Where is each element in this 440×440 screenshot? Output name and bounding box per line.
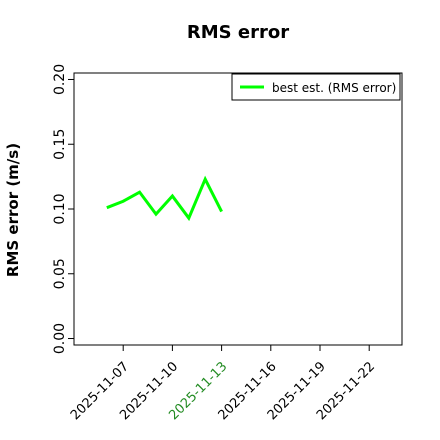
- y-tick-label: 0.05: [52, 258, 68, 289]
- legend-label: best est. (RMS error): [272, 81, 396, 95]
- y-tick-label: 0.10: [52, 193, 68, 224]
- y-tick-label: 0.15: [52, 129, 68, 160]
- line-series: [106, 175, 223, 222]
- y-tick-label: 0.20: [52, 64, 68, 95]
- chart-title: RMS error: [187, 22, 289, 43]
- y-axis-label: RMS error (m/s): [4, 143, 22, 277]
- plot-frame: [73, 72, 403, 346]
- y-tick-label: 0.00: [52, 323, 68, 354]
